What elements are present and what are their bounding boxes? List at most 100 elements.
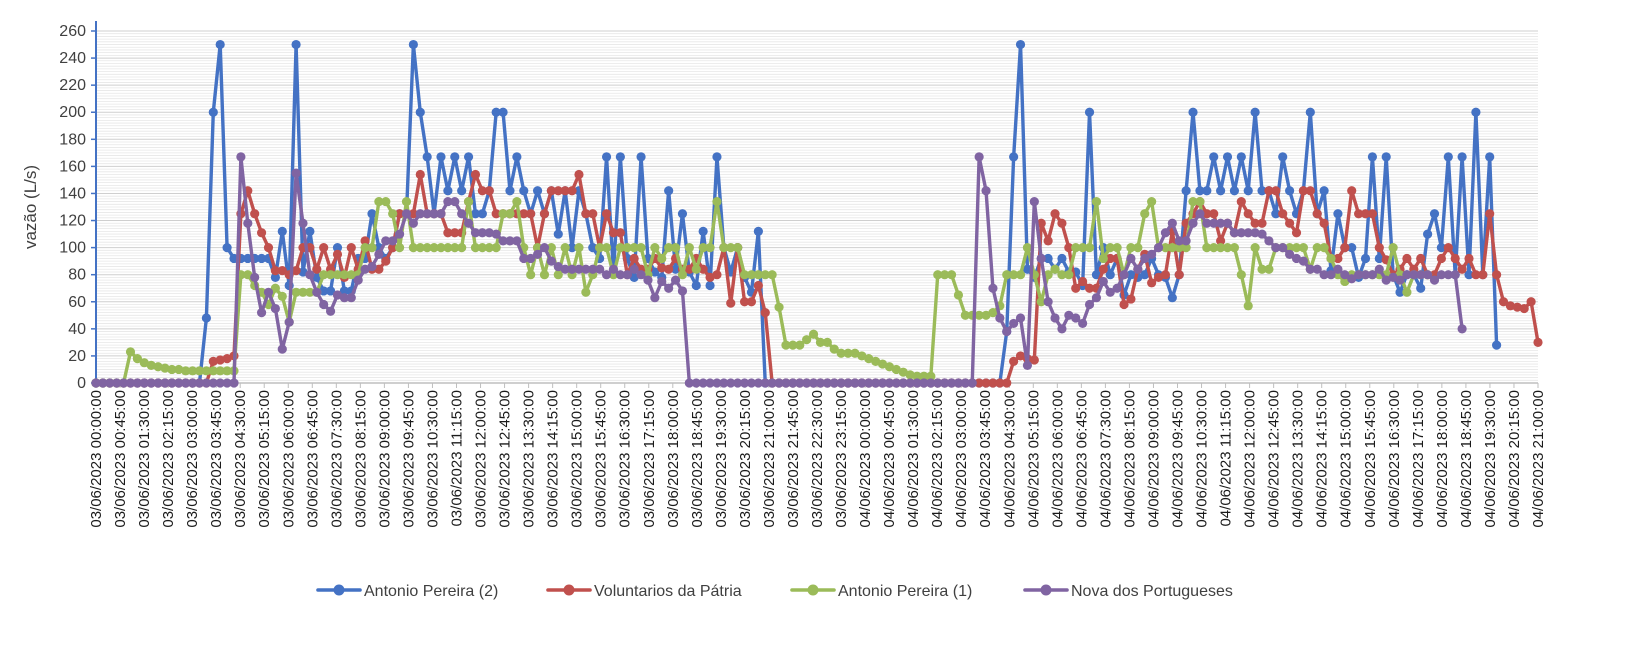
x-tick-label: 04/06/2023 08:15:00 xyxy=(1121,390,1138,528)
data-point xyxy=(698,378,708,388)
data-point xyxy=(1381,275,1391,285)
data-point xyxy=(1002,326,1012,337)
data-point xyxy=(539,243,550,253)
data-point xyxy=(243,218,253,228)
y-tick-label: 180 xyxy=(59,131,86,148)
data-point xyxy=(546,243,556,253)
data-point xyxy=(139,358,149,368)
x-tick-label: 03/06/2023 14:15:00 xyxy=(545,390,562,528)
data-point xyxy=(1250,107,1260,117)
data-point xyxy=(1057,218,1067,228)
data-point xyxy=(1015,270,1026,280)
data-point xyxy=(1388,272,1398,282)
data-point xyxy=(505,209,515,219)
data-point xyxy=(1216,186,1226,196)
data-point xyxy=(346,243,356,253)
data-point xyxy=(1098,253,1108,264)
data-point xyxy=(1340,270,1350,280)
data-point xyxy=(1333,264,1343,274)
data-point xyxy=(1291,243,1302,253)
data-point xyxy=(1216,236,1226,246)
data-point xyxy=(505,186,515,196)
data-point xyxy=(422,243,432,253)
x-tick-label: 04/06/2023 07:30:00 xyxy=(1097,390,1114,528)
data-point xyxy=(739,270,750,280)
data-point xyxy=(1002,378,1012,388)
x-tick-label: 03/06/2023 03:00:00 xyxy=(184,390,201,528)
data-point xyxy=(877,378,888,388)
data-point xyxy=(802,378,812,388)
legend-swatch-marker xyxy=(333,584,345,596)
data-point xyxy=(450,228,460,238)
y-tick-label: 200 xyxy=(59,104,86,121)
data-point xyxy=(450,196,460,207)
data-point xyxy=(781,378,791,388)
data-point xyxy=(574,264,584,274)
data-point xyxy=(1526,297,1536,307)
data-point xyxy=(118,378,129,388)
x-tick-label: 03/06/2023 16:30:00 xyxy=(617,390,634,528)
data-point xyxy=(843,378,853,388)
data-point xyxy=(187,378,198,388)
x-tick-label: 04/06/2023 14:15:00 xyxy=(1314,390,1331,528)
data-point xyxy=(1285,186,1295,196)
data-point xyxy=(684,243,694,253)
x-tick-label: 03/06/2023 05:15:00 xyxy=(256,390,273,528)
data-point xyxy=(215,355,225,365)
data-point xyxy=(940,270,950,280)
data-point xyxy=(788,340,798,350)
legend-item: Antonio Pereira (1) xyxy=(790,583,972,600)
data-point xyxy=(1257,218,1267,228)
data-point xyxy=(1078,243,1088,253)
data-point xyxy=(1174,236,1184,246)
data-point xyxy=(1464,253,1474,264)
data-point xyxy=(650,243,660,253)
data-point xyxy=(1416,283,1426,293)
data-point xyxy=(1416,270,1426,280)
data-point xyxy=(532,186,543,196)
data-point xyxy=(829,378,839,388)
data-point xyxy=(1264,236,1274,246)
data-point xyxy=(588,209,598,219)
data-point xyxy=(698,243,708,253)
data-point xyxy=(394,229,405,239)
data-point xyxy=(1457,152,1467,162)
data-point xyxy=(636,243,646,253)
x-tick-label: 04/06/2023 18:45:00 xyxy=(1458,390,1475,528)
data-point xyxy=(1457,264,1467,274)
data-point xyxy=(305,270,315,280)
data-point xyxy=(250,209,260,219)
data-point xyxy=(526,209,536,219)
data-point xyxy=(1153,272,1164,282)
x-tick-label: 03/06/2023 12:45:00 xyxy=(497,390,514,528)
data-point xyxy=(1188,107,1198,117)
data-point xyxy=(712,378,722,388)
data-point xyxy=(160,378,170,388)
data-point xyxy=(1043,297,1053,307)
data-point xyxy=(443,243,453,253)
data-point xyxy=(1409,270,1419,280)
data-point xyxy=(1043,253,1053,264)
data-point xyxy=(1153,243,1164,253)
data-point xyxy=(1160,228,1171,238)
data-point xyxy=(546,186,556,196)
data-point xyxy=(270,272,280,282)
x-tick-label: 04/06/2023 20:15:00 xyxy=(1506,390,1523,528)
data-point xyxy=(1105,287,1115,297)
data-point xyxy=(553,229,563,239)
data-point xyxy=(871,356,881,366)
data-point xyxy=(650,267,660,277)
data-point xyxy=(125,378,136,388)
data-point xyxy=(381,196,391,207)
data-point xyxy=(1305,107,1315,117)
data-point xyxy=(187,366,198,376)
x-tick-label: 03/06/2023 08:15:00 xyxy=(352,390,369,528)
data-point xyxy=(1257,186,1267,196)
data-point xyxy=(567,186,577,196)
data-point xyxy=(477,228,487,238)
data-point xyxy=(967,378,977,388)
data-point xyxy=(1319,243,1329,253)
data-point xyxy=(1264,264,1274,274)
data-point xyxy=(664,243,674,253)
data-point xyxy=(498,236,508,246)
